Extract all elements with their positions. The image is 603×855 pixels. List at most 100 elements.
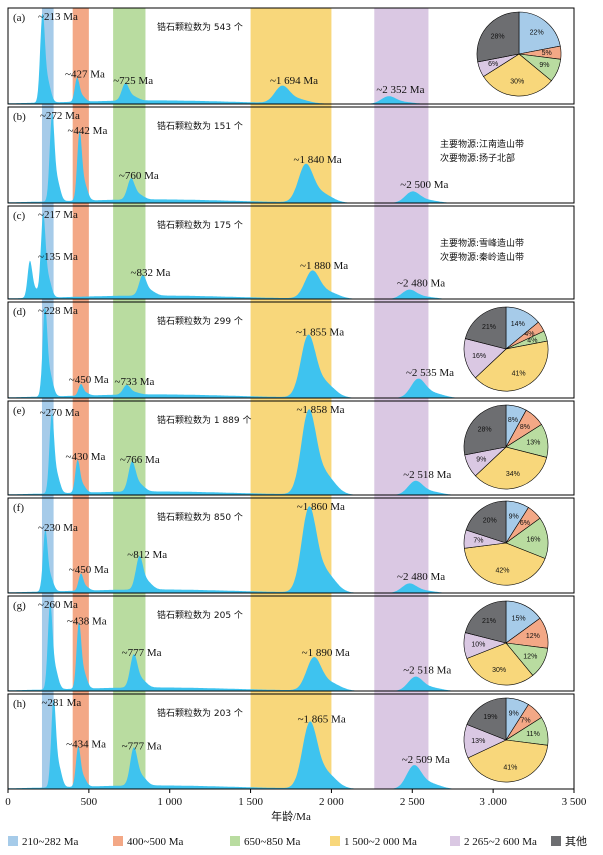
- pie-slice-label: 41%: [503, 764, 517, 771]
- legend-swatch: [8, 836, 18, 846]
- peak-label: ~438 Ma: [67, 616, 107, 628]
- legend-swatch: [450, 836, 460, 846]
- panel-d: (d) 锆石颗粒数为 299 个 ~228 Ma ~450 Ma ~733 Ma ~1 8…: [7, 301, 575, 399]
- panel-b: (b) 锆石颗粒数为 151 个 ~272 Ma ~442 Ma ~760 Ma ~1 8…: [7, 106, 575, 204]
- legend: 210~282 Ma 400~500 Ma 650~850 Ma 1 500~2 00…: [8, 835, 587, 848]
- pie-slice-label: 21%: [482, 618, 496, 625]
- peak-label: ~725 Ma: [113, 75, 153, 87]
- pie-slice-label: 13%: [471, 738, 485, 745]
- panel-g: (g) 锆石颗粒数为 205 个 ~260 Ma ~438 Ma ~777 Ma ~1 8…: [7, 595, 575, 692]
- pie-slice-label: 13%: [526, 440, 540, 447]
- pie-slice-label: 9%: [509, 513, 519, 520]
- peak-label: ~230 Ma: [38, 522, 78, 534]
- pie-slice-label: 8%: [508, 417, 518, 424]
- peak-label: ~442 Ma: [67, 125, 107, 137]
- peak-label: ~2 480 Ma: [397, 277, 445, 289]
- pie-slice: [466, 642, 534, 686]
- peak-label: ~2 352 Ma: [376, 84, 424, 96]
- secondary-source: 次要物源:扬子北部: [440, 152, 515, 164]
- legend-swatch: [113, 836, 123, 846]
- pie-slice-label: 7%: [473, 537, 483, 544]
- peak-label: ~427 Ma: [65, 69, 105, 81]
- peak-label: ~2 535 Ma: [406, 367, 454, 379]
- peak-label: ~812 Ma: [127, 549, 167, 561]
- x-tick-label: 2 500: [400, 796, 425, 808]
- pie-slice-label: 7%: [521, 717, 531, 724]
- pie-slice: [476, 11, 520, 63]
- pie-slice-label: 41%: [512, 371, 526, 378]
- pie-slice-label: 5%: [542, 50, 552, 57]
- pie-slice-label: 34%: [506, 471, 520, 478]
- peak-label: ~2 518 Ma: [403, 665, 451, 677]
- grain-count: 锆石颗粒数为 299 个: [157, 315, 243, 327]
- legend-label: 400~500 Ma: [127, 836, 183, 848]
- peak-label: ~430 Ma: [66, 451, 106, 463]
- pie-slice-label: 21%: [482, 324, 496, 331]
- pie-slice-label: 30%: [510, 79, 524, 86]
- panels-layer: (a) 锆石颗粒数为 543 个 ~213 Ma ~427 Ma ~725 Ma ~1 6…: [7, 7, 575, 790]
- legend-label: 2 265~2 600 Ma: [464, 836, 537, 848]
- pie-slice: [518, 11, 561, 55]
- peak-label: ~434 Ma: [66, 739, 106, 751]
- peak-label: ~1 890 Ma: [302, 647, 350, 659]
- pie-slice-label: 6%: [488, 61, 498, 68]
- peak-label: ~213 Ma: [38, 11, 78, 23]
- pie-slice-label: 16%: [526, 537, 540, 544]
- pie-slice: [464, 306, 507, 350]
- peak-label: ~2 518 Ma: [403, 469, 451, 481]
- x-tick-label: 3 .000: [479, 796, 507, 808]
- pie-slice-label: 11%: [526, 731, 540, 738]
- x-axis: 0 500 1 000 1 500 2 000 2 500 3 .000 3 500 年龄/Ma: [5, 788, 587, 823]
- x-tick-label: 3 500: [562, 796, 587, 808]
- pie-slice: [474, 446, 548, 490]
- panel-frame: [7, 497, 575, 594]
- peak-label: ~1 855 Ma: [296, 327, 344, 339]
- x-tick-label: 1 000: [157, 796, 182, 808]
- legend-swatch: [230, 836, 240, 846]
- panel-frame: [7, 106, 575, 204]
- pie-slice-label: 30%: [492, 667, 506, 674]
- panel-frame: [7, 595, 575, 692]
- panel-a: (a) 锆石颗粒数为 543 个 ~213 Ma ~427 Ma ~725 Ma ~1 6…: [7, 7, 575, 105]
- peak-label: ~733 Ma: [115, 376, 155, 388]
- peak-label: ~1 840 Ma: [294, 154, 342, 166]
- pie-slice: [466, 697, 507, 741]
- pie-slice-label: 15%: [512, 615, 526, 622]
- legend-label: 650~850 Ma: [244, 836, 300, 848]
- peak-label: ~135 Ma: [38, 251, 78, 263]
- panel-label: (g): [13, 600, 26, 612]
- pie-slice-label: 12%: [526, 633, 540, 640]
- pie-slice-label: 22%: [530, 30, 544, 37]
- peak-label: ~2 500 Ma: [400, 179, 448, 191]
- legend-swatch: [330, 836, 340, 846]
- pie-slice-label: 16%: [472, 353, 486, 360]
- pie-slice: [483, 53, 552, 97]
- grain-count: 锆石颗粒数为 850 个: [157, 511, 243, 523]
- pie-chart: 15% 12% 12% 30% 10% 21%: [463, 600, 549, 686]
- pie-slice-label: 20%: [483, 518, 497, 525]
- panel-frame: [7, 205, 575, 300]
- panel-label: (b): [13, 111, 26, 123]
- peak-label: ~450 Ma: [69, 374, 109, 386]
- grain-count: 锆石颗粒数为 175 个: [157, 219, 243, 231]
- legend-label: 210~282 Ma: [22, 836, 78, 848]
- pie-slice-label: 9%: [539, 62, 549, 69]
- panel-label: (e): [13, 405, 26, 417]
- panel-c: (c) 锆石颗粒数为 175 个 ~217 Ma ~135 Ma ~832 Ma ~1 8…: [7, 205, 575, 300]
- pie-slice-label: 8%: [520, 424, 530, 431]
- peak-label: ~1 860 Ma: [297, 501, 345, 513]
- pie-slice-label: 28%: [491, 33, 505, 40]
- x-axis-title: 年龄/Ma: [271, 809, 311, 823]
- pie-slice-label: 6%: [520, 520, 530, 527]
- peak-label: ~270 Ma: [40, 407, 80, 419]
- panel-e: (e) 锆石颗粒数为 1 889 个 ~270 Ma ~430 Ma ~766 Ma ~1…: [7, 400, 575, 496]
- pie-chart: 14% 4%4% 41% 16% 21%: [463, 306, 549, 392]
- peak-label: ~272 Ma: [40, 110, 80, 122]
- panel-label: (h): [13, 698, 26, 710]
- pie-slice: [465, 500, 507, 544]
- peak-label: ~832 Ma: [131, 267, 171, 279]
- pie-slice: [474, 340, 549, 392]
- pie-slice-label: 19%: [483, 714, 497, 721]
- x-tick-label: 1 500: [238, 796, 263, 808]
- peak-label: ~1 880 Ma: [300, 260, 348, 272]
